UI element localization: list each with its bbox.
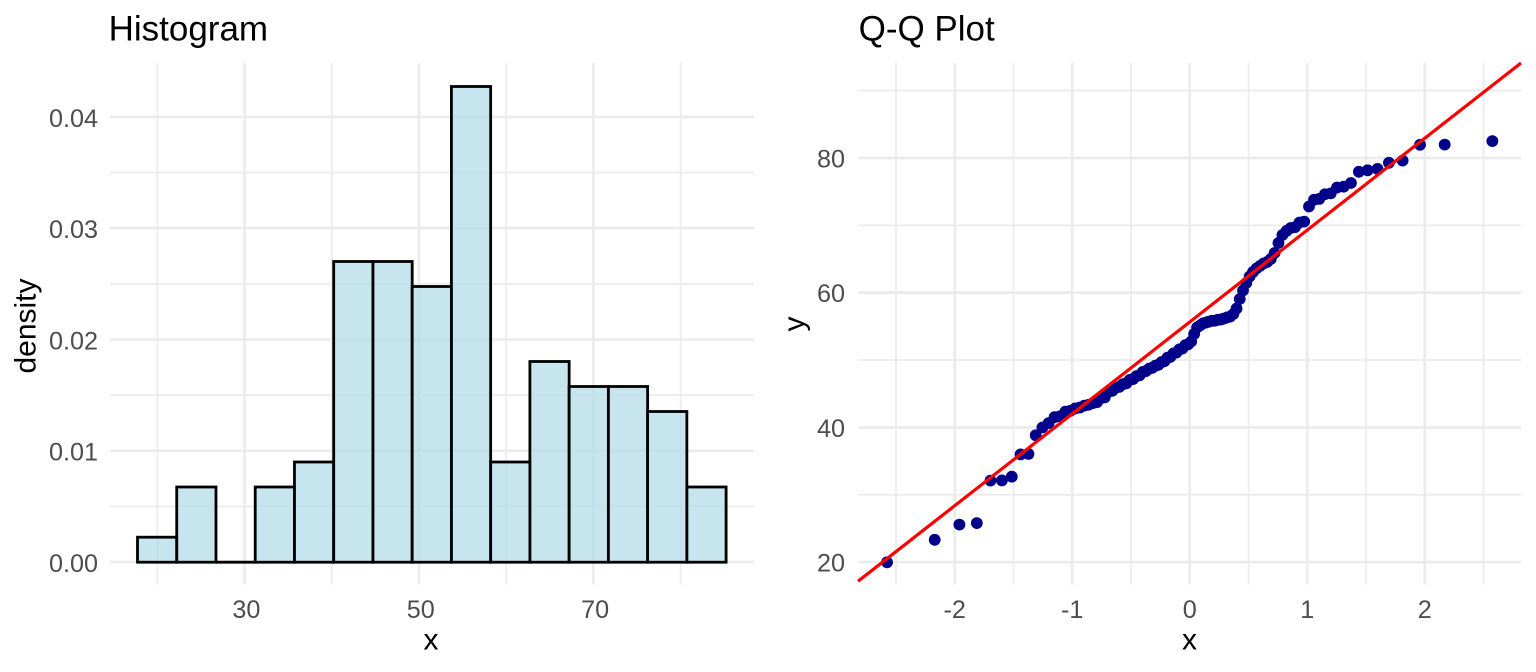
svg-text:70: 70 [581,596,609,624]
svg-text:1: 1 [1300,596,1314,624]
svg-text:0.02: 0.02 [49,327,98,355]
svg-text:30: 30 [232,596,260,624]
svg-text:Histogram: Histogram [109,9,268,48]
svg-text:0.03: 0.03 [49,216,98,244]
svg-text:0.00: 0.00 [49,550,98,578]
svg-text:0.04: 0.04 [49,105,98,133]
svg-text:-2: -2 [943,596,965,624]
svg-text:2: 2 [1418,596,1432,624]
svg-text:density: density [10,278,43,373]
svg-text:60: 60 [817,280,845,308]
svg-text:y: y [778,317,811,332]
svg-text:x: x [424,624,439,657]
svg-text:0: 0 [1183,596,1197,624]
svg-text:Q-Q Plot: Q-Q Plot [859,9,995,48]
svg-text:-1: -1 [1061,596,1083,624]
svg-text:50: 50 [407,596,435,624]
svg-text:40: 40 [817,415,845,443]
svg-text:0.01: 0.01 [49,439,98,467]
svg-text:x: x [1182,624,1197,657]
svg-text:20: 20 [817,550,845,578]
svg-text:80: 80 [817,145,845,173]
